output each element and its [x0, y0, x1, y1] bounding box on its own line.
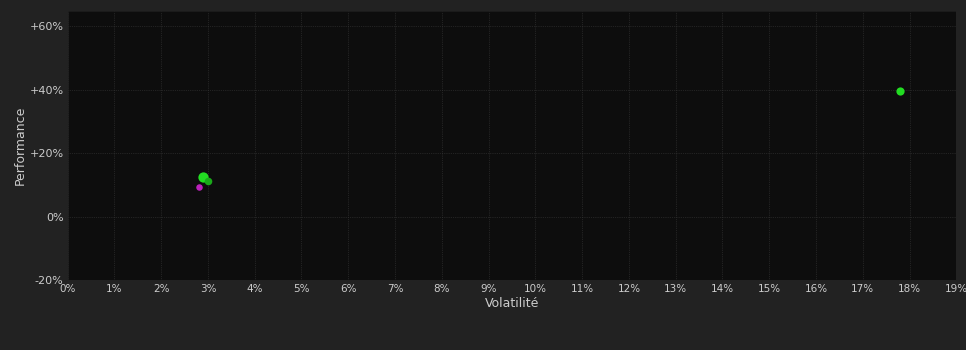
Point — [195, 174, 211, 180]
Point — [893, 89, 908, 94]
Y-axis label: Performance: Performance — [14, 106, 26, 185]
Point — [191, 184, 207, 190]
X-axis label: Volatilité: Volatilité — [485, 297, 539, 310]
Point — [200, 178, 215, 183]
